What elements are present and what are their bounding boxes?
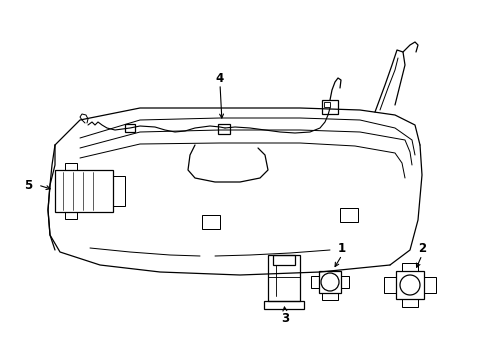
Text: 1: 1 — [337, 242, 346, 255]
Text: 3: 3 — [281, 311, 288, 324]
Bar — [395, 271, 423, 299]
Bar — [310, 276, 318, 288]
Bar — [55, 170, 113, 212]
Bar — [340, 276, 348, 288]
Bar — [113, 176, 125, 206]
Bar — [401, 263, 417, 271]
Text: 5: 5 — [24, 179, 32, 192]
Bar — [318, 271, 340, 293]
Bar — [324, 102, 329, 107]
Bar — [272, 255, 294, 265]
Bar — [218, 124, 229, 134]
Bar — [65, 212, 77, 219]
Bar — [321, 100, 337, 114]
Bar — [264, 301, 304, 309]
Bar — [401, 299, 417, 307]
Bar — [321, 293, 337, 300]
Bar — [125, 124, 135, 132]
Bar — [383, 277, 395, 293]
Bar — [339, 208, 357, 222]
Bar — [202, 215, 220, 229]
Bar — [423, 277, 435, 293]
Bar — [267, 255, 299, 301]
Text: 2: 2 — [417, 242, 425, 255]
Text: 4: 4 — [215, 72, 224, 85]
Bar — [65, 163, 77, 170]
